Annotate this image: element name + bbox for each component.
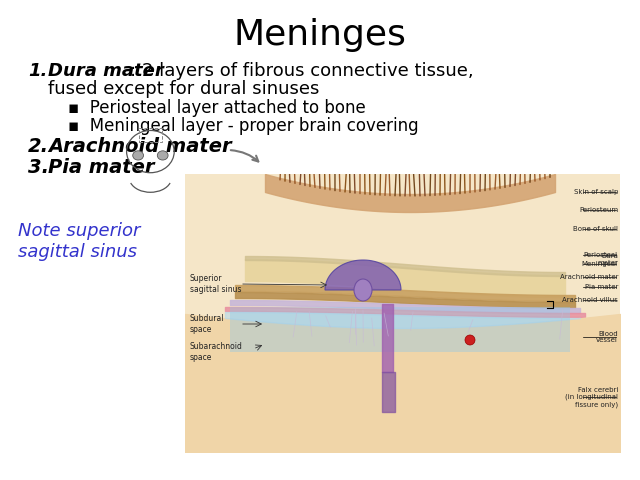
Circle shape — [465, 335, 475, 345]
Ellipse shape — [157, 151, 168, 160]
Text: Subdural
space: Subdural space — [190, 314, 225, 334]
Text: Arachnoid mater: Arachnoid mater — [559, 274, 618, 280]
Text: Dura
mater: Dura mater — [597, 253, 618, 266]
Text: Falx cerebri
(in longitudinal
fissure only): Falx cerebri (in longitudinal fissure on… — [565, 386, 618, 408]
Text: Arachnoid mater: Arachnoid mater — [48, 137, 232, 156]
Text: Skin of scalp: Skin of scalp — [573, 189, 618, 195]
Text: Note superior
sagittal sinus: Note superior sagittal sinus — [18, 222, 140, 261]
Text: Subarachnoid
space: Subarachnoid space — [190, 342, 243, 362]
Bar — [139, 128, 162, 142]
Text: Dura mater: Dura mater — [48, 62, 164, 80]
Polygon shape — [325, 260, 401, 290]
Text: : 2 layers of fibrous connective tissue,: : 2 layers of fibrous connective tissue, — [130, 62, 474, 80]
Text: ▪  Meningeal layer - proper brain covering: ▪ Meningeal layer - proper brain coverin… — [68, 117, 419, 135]
Text: Bone of skull: Bone of skull — [573, 226, 618, 232]
Ellipse shape — [132, 151, 143, 160]
Text: Superior
sagittal sinus: Superior sagittal sinus — [190, 274, 241, 294]
Text: Blood
vessel: Blood vessel — [596, 331, 618, 344]
Text: ▪  Periosteal layer attached to bone: ▪ Periosteal layer attached to bone — [68, 99, 365, 117]
Text: Pia mater: Pia mater — [48, 158, 154, 177]
Text: 1.: 1. — [28, 62, 47, 80]
Text: 3.: 3. — [28, 158, 49, 177]
Text: Periosteal: Periosteal — [584, 252, 618, 258]
Text: Arachnoid villus: Arachnoid villus — [562, 297, 618, 303]
Text: Pia mater: Pia mater — [584, 284, 618, 290]
Text: Meninges: Meninges — [234, 18, 406, 52]
Ellipse shape — [354, 279, 372, 301]
Text: fused except for dural sinuses: fused except for dural sinuses — [48, 80, 319, 98]
Text: Periosteum: Periosteum — [579, 207, 618, 213]
Text: 2.: 2. — [28, 137, 49, 156]
Text: Meningeal: Meningeal — [582, 261, 618, 267]
Bar — [230, 307, 570, 352]
